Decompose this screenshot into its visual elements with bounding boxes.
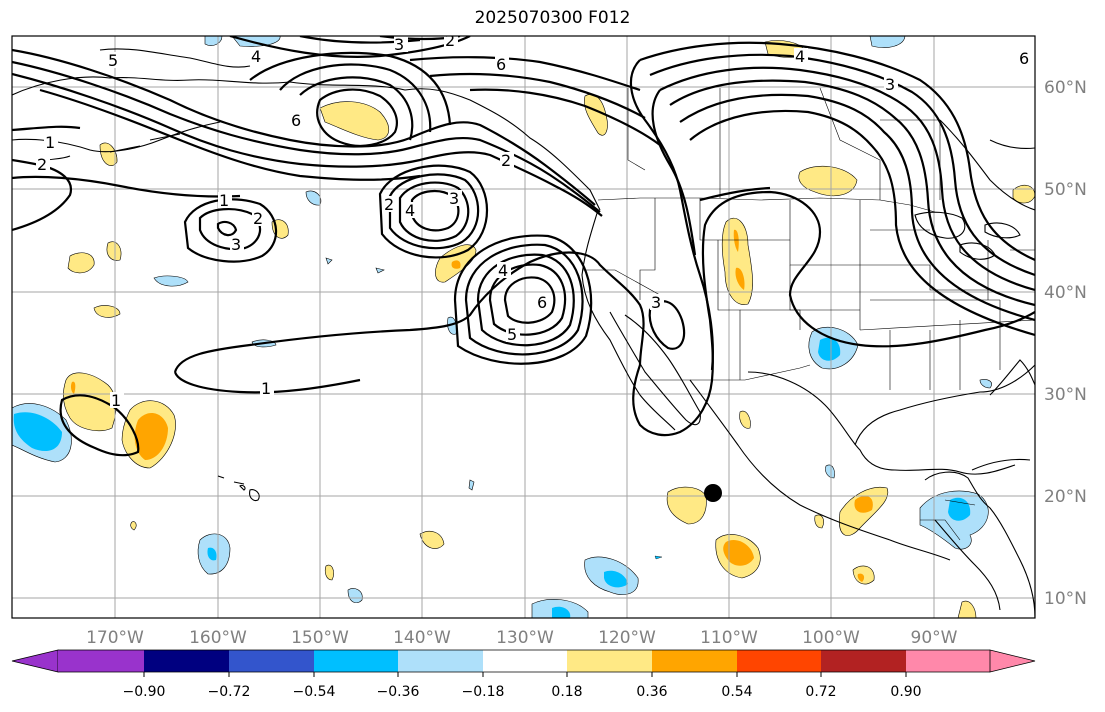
lat-label: 20°N: [1044, 487, 1087, 507]
positive-anomaly-fill: [63, 40, 1035, 618]
map-plot-area: 5 4 3 2 6 1 2 6 1 2 3 1 2 4: [12, 31, 1035, 618]
contour-label: 3: [231, 235, 241, 254]
colorbar-segment: [58, 650, 144, 672]
contour-label: 5: [507, 325, 517, 344]
colorbar-tick-label: 0.54: [721, 684, 752, 700]
contour-label: 3: [394, 35, 404, 54]
map-frame: [11, 35, 1036, 619]
lon-label: 100°W: [802, 628, 860, 648]
colorbar-tick-label: −0.36: [377, 684, 420, 700]
colorbar-segment: [652, 650, 737, 672]
colorbar-segment: [821, 650, 906, 672]
colorbar-tick-label: 0.90: [890, 684, 921, 700]
colorbar-segment: [229, 650, 314, 672]
colorbar-segment: [737, 650, 821, 672]
contour-label: 6: [537, 293, 547, 312]
lat-label: 60°N: [1044, 78, 1087, 98]
storm-marker-icon: [704, 484, 722, 502]
colorbar-segment: [483, 650, 567, 672]
colorbar-segment: [906, 650, 990, 672]
contour-label-group: 5 4 3 2 6 1 2 6 1 2 3 1 2 4: [36, 31, 1032, 410]
contour-label: 2: [445, 31, 455, 50]
colorbar-tick-label: −0.18: [462, 684, 505, 700]
longitude-labels: 170°W 160°W 150°W 140°W 130°W 120°W 110°…: [86, 628, 958, 648]
contour-label: 2: [253, 209, 263, 228]
colorbar-tick-label: 0.18: [551, 684, 582, 700]
contour-label: 1: [45, 133, 55, 152]
colorbar-tick-label: −0.90: [123, 684, 166, 700]
colorbar-segment: [398, 650, 483, 672]
contour-label: 3: [449, 189, 459, 208]
political-borders: [582, 87, 1035, 541]
contour-label: 5: [108, 51, 118, 70]
contour-label: 6: [291, 111, 301, 130]
colorbar: −0.90 −0.72 −0.54 −0.36 −0.18 0.18 0.36 …: [11, 649, 1036, 700]
contour-label: 1: [111, 391, 121, 410]
contour-label: 1: [219, 191, 229, 210]
contour-label: 4: [795, 47, 805, 66]
colorbar-segment: [314, 650, 398, 672]
lat-label: 10°N: [1044, 589, 1087, 609]
lon-label: 140°W: [393, 628, 451, 648]
lon-label: 130°W: [496, 628, 554, 648]
colorbar-segment: [567, 650, 652, 672]
contour-label: 4: [405, 201, 415, 220]
lon-label: 150°W: [291, 628, 349, 648]
lon-label: 110°W: [700, 628, 758, 648]
lat-label: 40°N: [1044, 283, 1087, 303]
colorbar-min-arrow: [11, 649, 59, 673]
contour-label: 1: [261, 379, 271, 398]
colorbar-tick-label: 0.72: [805, 684, 836, 700]
contour-lines: [12, 36, 1035, 457]
latitude-labels: 60°N 50°N 40°N 30°N 20°N 10°N: [1044, 78, 1087, 609]
graticule: [12, 36, 1035, 618]
colorbar-segment: [144, 650, 229, 672]
contour-label: 2: [384, 195, 394, 214]
map-title: 2025070300 F012: [474, 8, 631, 28]
colorbar-max-arrow: [989, 649, 1036, 673]
lat-label: 30°N: [1044, 385, 1087, 405]
contour-label: 6: [1019, 49, 1029, 68]
lon-label: 170°W: [86, 628, 144, 648]
colorbar-tick-label: −0.72: [208, 684, 251, 700]
lon-label: 90°W: [911, 628, 958, 648]
contour-label: 2: [37, 155, 47, 174]
contour-label: 4: [498, 261, 508, 280]
colorbar-tick-label: 0.36: [636, 684, 667, 700]
lon-label: 120°W: [598, 628, 656, 648]
contour-label: 2: [501, 151, 511, 170]
contour-label: 6: [496, 55, 506, 74]
lat-label: 50°N: [1044, 180, 1087, 200]
colorbar-tick-label: −0.54: [293, 684, 336, 700]
contour-label: 4: [251, 47, 261, 66]
contour-label: 3: [885, 75, 895, 94]
contour-label: 3: [651, 293, 661, 312]
lon-label: 160°W: [189, 628, 247, 648]
